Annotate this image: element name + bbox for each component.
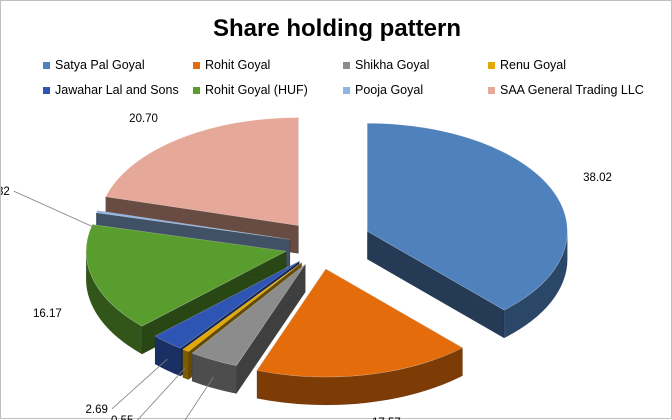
legend-label: Satya Pal Goyal (55, 58, 145, 72)
legend-item-rohit-goyal-huf: Rohit Goyal (HUF) (193, 83, 343, 97)
pie-slice-rohit-goyal (256, 268, 464, 406)
legend-swatch (488, 61, 495, 69)
legend-swatch (343, 61, 350, 69)
data-label-renu-goyal: 0.55 (111, 415, 133, 420)
pie-slice-shikha-goyal (191, 263, 306, 395)
data-label-saa-general-trading-llc: 20.70 (129, 113, 158, 125)
data-label-pooja-goyal: 0.32 (1, 186, 10, 198)
data-label-satya-pal-goyal: 38.02 (583, 172, 612, 184)
legend-label: Renu Goyal (500, 58, 567, 72)
legend-swatch (343, 86, 350, 94)
data-label-jawahar-lal-and-sons: 2.69 (86, 404, 108, 416)
legend-swatch (43, 61, 50, 69)
legend-label: Rohit Goyal (205, 58, 271, 72)
legend-swatch (193, 61, 200, 69)
legend-label: Pooja Goyal (355, 83, 424, 97)
legend-swatch (488, 86, 495, 94)
legend-label: Jawahar Lal and Sons (55, 83, 179, 97)
legend-label: Rohit Goyal (HUF) (205, 83, 308, 97)
leader-line (184, 376, 214, 420)
legend-swatch (193, 86, 200, 94)
legend-item-pooja-goyal: Pooja Goyal (343, 83, 488, 97)
legend-item-shikha-goyal: Shikha Goyal (343, 58, 488, 72)
legend-item-rohit-goyal: Rohit Goyal (193, 58, 343, 72)
data-label-rohit-goyal-huf: 16.17 (33, 308, 62, 320)
chart-legend: Satya Pal Goyal Rohit Goyal Shikha Goyal Re… (43, 58, 653, 97)
data-label-rohit-goyal: 17.57 (372, 417, 401, 420)
chart-title: Share holding pattern (212, 15, 461, 42)
legend-item-saa-general-trading-llc: SAA General Trading LLC (488, 83, 653, 97)
legend-item-jawahar-lal-and-sons: Jawahar Lal and Sons (43, 83, 193, 97)
legend-swatch (43, 86, 50, 94)
legend-item-satya-pal-goyal: Satya Pal Goyal (43, 58, 193, 72)
leader-line (13, 190, 97, 229)
legend-item-renu-goyal: Renu Goyal (488, 58, 653, 72)
leader-line (111, 358, 168, 410)
legend-label: Shikha Goyal (355, 58, 430, 72)
legend-label: SAA General Trading LLC (500, 83, 644, 97)
leader-line (137, 367, 186, 420)
pie-slice-satya-pal-goyal (367, 122, 568, 339)
